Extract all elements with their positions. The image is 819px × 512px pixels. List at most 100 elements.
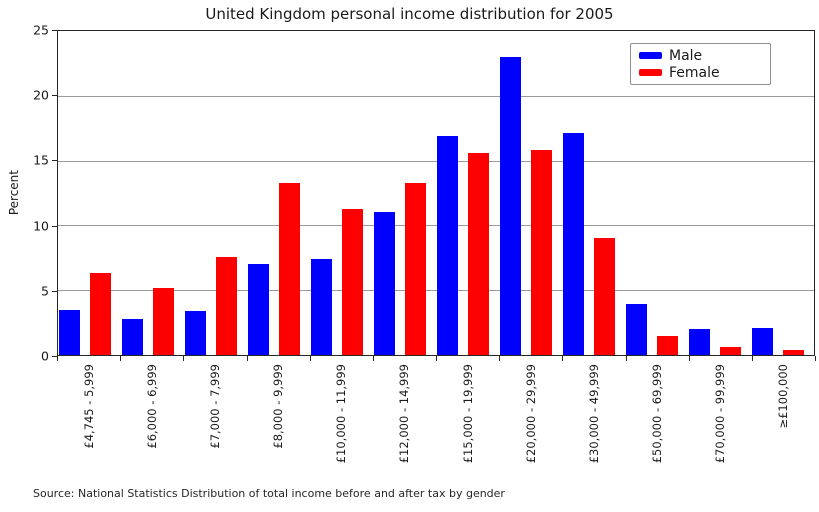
y-tick-mark-15 [52, 160, 57, 162]
x-tick-mark-1 [120, 356, 122, 361]
bar-group-9 [562, 31, 625, 355]
bar-male-12 [752, 327, 774, 355]
y-tick-mark-5 [52, 290, 57, 292]
bar-female-2 [153, 287, 174, 355]
bar-male-8 [500, 56, 522, 355]
plot-area: Male Female [57, 30, 815, 356]
x-tick-mark-10 [688, 356, 690, 361]
x-tick-label-text: £20,000 - 29,999 [523, 364, 538, 464]
legend-label-male: Male [669, 47, 703, 64]
x-tick-label-6: £12,000 - 14,999 [397, 364, 411, 467]
y-tick-label-10: 10 [33, 218, 49, 234]
x-tick-label-10: £50,000 - 69,999 [650, 364, 664, 467]
bar-male-10 [626, 304, 648, 355]
x-tick-label-text: £7,000 - 7,999 [207, 364, 222, 449]
x-tick-label-text: £10,000 - 11,999 [334, 364, 349, 464]
bar-group-6 [373, 31, 436, 355]
bar-group-4 [247, 31, 310, 355]
bar-male-1 [59, 309, 81, 355]
x-tick-label-text: £15,000 - 19,999 [460, 364, 475, 464]
bar-group-5 [310, 31, 373, 355]
y-tick-mark-10 [52, 225, 57, 227]
female-swatch-icon [639, 69, 662, 76]
x-tick-mark-6 [436, 356, 437, 361]
x-tick-mark-2 [183, 356, 185, 361]
bar-male-4 [248, 264, 270, 355]
x-tick-label-1: £4,745 - 5,999 [82, 364, 96, 453]
x-tick-mark-9 [625, 356, 627, 361]
y-tick-label-5: 5 [41, 283, 49, 299]
x-tick-label-8: £20,000 - 29,999 [524, 364, 538, 467]
bar-group-1 [58, 31, 121, 355]
bar-male-2 [122, 318, 144, 355]
x-tick-mark-7 [499, 356, 501, 361]
x-tick-label-2: £6,000 - 6,999 [145, 364, 159, 453]
x-tick-label-7: £15,000 - 19,999 [461, 364, 475, 467]
x-tick-mark-11 [751, 356, 753, 361]
bar-male-5 [311, 259, 333, 355]
bar-female-6 [405, 182, 426, 355]
male-swatch-icon [639, 52, 662, 59]
chart-title: United Kingdom personal income distribut… [205, 5, 614, 23]
bar-male-6 [374, 212, 396, 355]
gridline-15 [58, 160, 814, 162]
x-tick-label-text: £12,000 - 14,999 [397, 364, 412, 464]
x-tick-label-5: £10,000 - 11,999 [334, 364, 348, 467]
x-tick-mark-0 [57, 356, 58, 361]
legend-label-female: Female [669, 64, 720, 81]
gridline-10 [58, 225, 814, 227]
y-tick-mark-0 [52, 356, 57, 357]
y-tick-label-15: 15 [33, 152, 49, 168]
x-tick-labels: £4,745 - 5,999 £6,000 - 6,999 £7,000 - 7,9… [57, 364, 815, 474]
x-tick-mark-12 [815, 356, 816, 361]
y-tick-labels: 0 5 10 15 20 25 [0, 23, 49, 364]
bar-group-12 [751, 31, 814, 355]
bar-group-8 [499, 31, 562, 355]
x-tick-label-text: £4,745 - 5,999 [81, 364, 96, 449]
bar-group-11 [688, 31, 751, 355]
x-tick-label-3: £7,000 - 7,999 [208, 364, 222, 453]
x-tick-label-9: £30,000 - 49,999 [587, 364, 601, 467]
x-tick-mark-3 [246, 356, 248, 361]
bar-male-11 [689, 329, 711, 355]
legend-item-female: Female [639, 65, 762, 81]
legend-item-male: Male [639, 48, 762, 64]
x-tick-label-text: £50,000 - 69,999 [650, 364, 665, 464]
x-tick-label-text: ≥£100,000 [776, 364, 791, 429]
x-tick-label-11: £70,000 - 99,999 [713, 364, 727, 467]
x-tick-label-text: £70,000 - 99,999 [713, 364, 728, 464]
bar-group-2 [121, 31, 184, 355]
bar-group-10 [625, 31, 688, 355]
bar-female-1 [90, 273, 111, 355]
legend: Male Female [630, 43, 771, 85]
bar-group-3 [184, 31, 247, 355]
bar-female-10 [657, 335, 678, 355]
bar-female-3 [216, 256, 237, 355]
gridline-5 [58, 290, 814, 292]
bar-male-7 [437, 135, 459, 355]
bar-group-7 [436, 31, 499, 355]
source-note: Source: National Statistics Distribution… [33, 487, 505, 500]
x-tick-label-text: £8,000 - 9,999 [271, 364, 286, 449]
x-tick-mark-4 [309, 356, 311, 361]
bar-groups [58, 31, 814, 355]
x-tick-label-12: ≥£100,000 [776, 364, 790, 433]
x-tick-mark-8 [562, 356, 564, 361]
bar-male-3 [185, 310, 207, 355]
bar-female-4 [279, 182, 300, 355]
y-tick-mark-20 [52, 95, 57, 97]
bar-female-9 [594, 238, 615, 355]
x-tick-label-text: £6,000 - 6,999 [144, 364, 159, 449]
y-tick-label-20: 20 [33, 87, 49, 103]
y-tick-label-25: 25 [33, 22, 49, 38]
bar-female-7 [468, 152, 489, 355]
bar-male-9 [563, 133, 585, 355]
x-tick-label-text: £30,000 - 49,999 [586, 364, 601, 464]
bar-female-5 [342, 208, 363, 355]
gridline-20 [58, 95, 814, 97]
x-tick-label-4: £8,000 - 9,999 [271, 364, 285, 453]
y-tick-label-0: 0 [41, 348, 49, 364]
x-tick-mark-5 [372, 356, 374, 361]
bar-female-8 [531, 150, 552, 355]
